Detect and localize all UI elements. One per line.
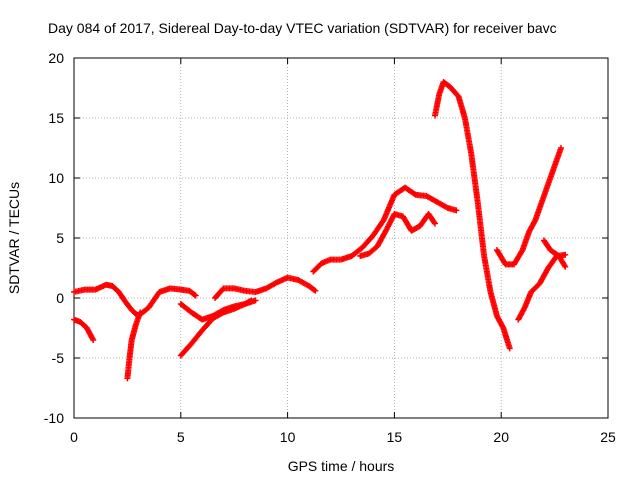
data-series [431, 79, 513, 352]
data-point [431, 219, 438, 226]
data-point [506, 345, 513, 352]
y-tick-label: 10 [48, 170, 64, 186]
data-series [71, 316, 97, 343]
x-tick-label: 20 [493, 429, 509, 445]
data-series [515, 251, 569, 323]
data-series [177, 297, 259, 323]
data-point [411, 191, 418, 197]
data-point [90, 337, 97, 343]
data-points [71, 79, 569, 382]
x-tick-label: 5 [177, 429, 185, 445]
y-tick-label: 15 [48, 110, 64, 126]
data-point [192, 292, 199, 299]
data-series [357, 211, 438, 259]
data-series [71, 281, 199, 319]
data-point [312, 287, 319, 294]
data-series [540, 237, 569, 270]
grid-lines [74, 58, 608, 418]
data-series [493, 145, 565, 268]
data-point [431, 220, 438, 227]
y-tick-label: -5 [52, 350, 65, 366]
x-tick-label: 0 [70, 429, 78, 445]
chart-title: Day 084 of 2017, Sidereal Day-to-day VTE… [48, 20, 557, 36]
data-point [137, 309, 144, 316]
x-axis-label: GPS time / hours [288, 458, 395, 474]
x-tick-label: 15 [387, 429, 403, 445]
data-series [310, 184, 460, 275]
data-point [453, 207, 460, 214]
data-point [191, 291, 198, 298]
data-point [562, 263, 569, 270]
data-point [562, 251, 569, 258]
x-tick-label: 25 [600, 429, 616, 445]
x-tick-label: 10 [280, 429, 296, 445]
data-series [124, 309, 144, 382]
y-tick-label: 5 [56, 230, 64, 246]
data-point [252, 297, 259, 304]
data-point [558, 145, 565, 151]
y-axis-label: SDTVAR / TECUs [6, 182, 22, 294]
y-tick-label: 20 [48, 50, 64, 66]
y-tick-label: -10 [44, 410, 64, 426]
axis-ticks: 0 5 10 15 20 25 -10 -5 0 5 10 15 20 [44, 50, 616, 445]
data-point [311, 287, 318, 293]
y-tick-label: 0 [56, 290, 64, 306]
data-series [211, 274, 319, 301]
